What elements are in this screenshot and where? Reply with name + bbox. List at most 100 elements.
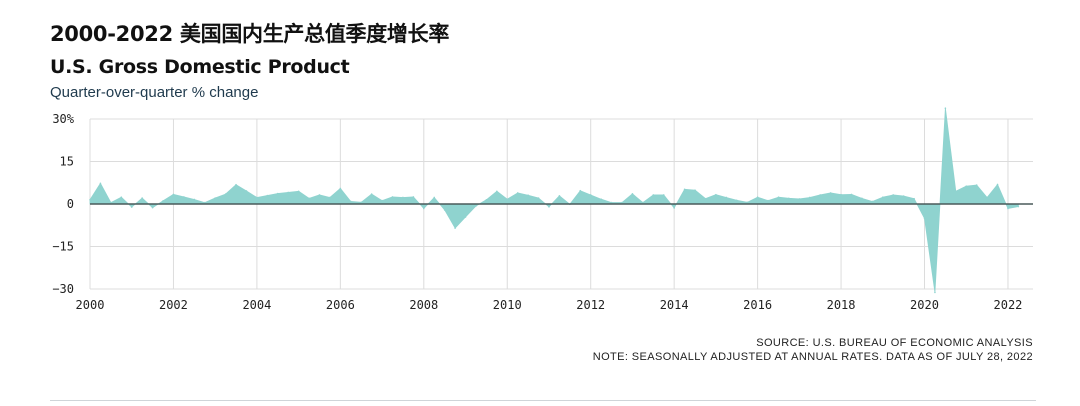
gdp-data-point — [287, 191, 289, 194]
y-tick-label: 15 — [60, 155, 74, 169]
gdp-data-point — [318, 194, 321, 196]
x-tick-label: 2002 — [159, 298, 188, 312]
gdp-data-point — [548, 206, 550, 208]
gdp-data-point — [1007, 207, 1009, 210]
gdp-data-point — [485, 198, 488, 201]
gdp-data-point — [120, 196, 123, 198]
gdp-data-point — [871, 200, 874, 203]
gdp-data-point — [934, 291, 936, 294]
gdp-data-point — [850, 193, 853, 196]
x-tick-label: 2000 — [76, 298, 105, 312]
gdp-data-point — [996, 183, 999, 186]
gdp-data-point — [256, 196, 258, 199]
gdp-data-point — [516, 192, 519, 194]
gdp-data-point — [475, 205, 477, 207]
gdp-data-point — [694, 189, 696, 191]
gdp-data-point — [193, 198, 196, 201]
gdp-data-point — [819, 194, 821, 196]
y-tick-label: 0 — [67, 197, 74, 211]
gdp-data-point — [360, 201, 363, 204]
gdp-data-point — [308, 197, 310, 200]
x-tick-label: 2014 — [660, 298, 689, 312]
gdp-data-point — [788, 197, 790, 200]
gdp-data-point — [443, 209, 446, 211]
gdp-data-point — [746, 201, 748, 204]
gdp-data-point — [829, 192, 832, 194]
gdp-data-point — [704, 197, 707, 200]
gdp-data-point — [266, 194, 269, 197]
gdp-data-point — [892, 194, 895, 196]
x-tick-label: 2020 — [910, 298, 939, 312]
gdp-data-point — [381, 199, 383, 202]
gdp-data-point — [423, 207, 425, 210]
gdp-data-point — [506, 198, 509, 200]
source-line: SOURCE: U.S. BUREAU OF ECONOMIC ANALYSIS — [756, 337, 1033, 349]
gdp-data-point — [89, 198, 91, 201]
gdp-data-point — [767, 199, 769, 202]
gdp-data-point — [402, 196, 404, 199]
gdp-data-point — [224, 193, 227, 195]
gdp-data-point — [235, 183, 237, 186]
x-tick-label: 2006 — [326, 298, 355, 312]
gdp-data-point — [610, 201, 613, 204]
gdp-data-point — [99, 182, 102, 185]
gdp-data-point — [276, 192, 279, 195]
gdp-data-point — [141, 197, 143, 199]
gdp-data-point — [370, 193, 373, 195]
gdp-data-point — [527, 194, 529, 197]
gdp-data-point — [454, 227, 456, 229]
gdp-data-point — [329, 196, 331, 199]
gdp-data-point — [339, 187, 342, 190]
gdp-data-point — [735, 199, 738, 202]
gdp-data-point — [913, 197, 915, 200]
gdp-data-point — [391, 196, 394, 198]
gdp-data-point — [631, 193, 634, 195]
gdp-data-point — [621, 201, 623, 204]
y-tick-label: −30 — [52, 282, 74, 296]
gdp-data-point — [600, 198, 602, 200]
x-tick-label: 2018 — [827, 298, 856, 312]
note-line: NOTE: SEASONALLY ADJUSTED AT ANNUAL RATE… — [592, 351, 1033, 363]
gdp-data-point — [840, 193, 842, 196]
gdp-data-point — [130, 206, 133, 208]
gdp-data-point — [673, 207, 675, 209]
gdp-data-point — [558, 194, 561, 197]
gdp-data-point — [245, 190, 248, 192]
gdp-data-point — [965, 185, 968, 187]
gdp-data-point — [433, 196, 436, 199]
y-tick-label: −15 — [52, 240, 74, 254]
gdp-data-point — [1017, 205, 1020, 208]
gdp-data-point — [798, 198, 801, 200]
gdp-data-point — [496, 190, 498, 193]
gdp-data-point — [715, 193, 717, 196]
gdp-data-point — [349, 200, 352, 203]
gdp-data-point — [297, 190, 300, 193]
gdp-data-point — [861, 197, 863, 200]
gdp-data-point — [464, 216, 467, 218]
gdp-data-point — [955, 190, 957, 193]
gdp-data-point — [777, 196, 780, 198]
bottom-divider — [50, 400, 1036, 401]
gdp-data-point — [683, 188, 686, 191]
gdp-data-point — [902, 195, 905, 197]
x-tick-label: 2016 — [743, 298, 772, 312]
gdp-data-point — [808, 196, 811, 199]
main-title: 2000-2022 美国国内生产总值季度增长率 — [50, 22, 450, 46]
gdp-data-point — [183, 196, 185, 198]
gdp-data-point — [986, 196, 988, 199]
gdp-data-point — [162, 200, 164, 202]
x-tick-label: 2008 — [409, 298, 438, 312]
gdp-data-point — [944, 107, 947, 110]
x-tick-label: 2012 — [576, 298, 605, 312]
gdp-data-point — [756, 196, 759, 198]
y-tick-label: 30% — [52, 112, 74, 126]
gdp-data-point — [172, 193, 175, 196]
x-tick-label: 2010 — [493, 298, 522, 312]
gdp-data-point — [725, 196, 728, 199]
gdp-data-point — [589, 194, 592, 196]
x-tick-label: 2004 — [242, 298, 271, 312]
gdp-data-point — [642, 201, 644, 204]
gdp-data-point — [652, 194, 655, 196]
gdp-area-series — [89, 107, 1019, 293]
